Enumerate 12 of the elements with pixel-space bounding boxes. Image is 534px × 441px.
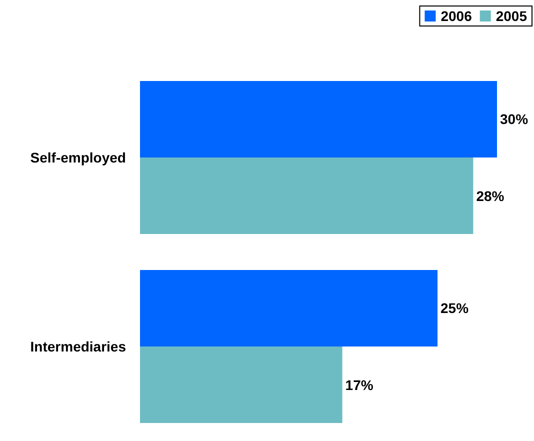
bar (140, 158, 474, 234)
y-tick-label: Self-employed (30, 150, 126, 166)
legend-label: 2005 (496, 8, 528, 24)
legend-label: 2006 (440, 8, 472, 24)
bar (140, 270, 438, 346)
data-label: 28% (476, 188, 505, 204)
bar (140, 346, 342, 424)
data-label: 25% (440, 300, 470, 316)
data-label: 17% (345, 376, 374, 393)
data-label: 30% (500, 111, 529, 128)
bar (140, 80, 497, 158)
y-tick-label: Intermediaries (30, 338, 126, 354)
